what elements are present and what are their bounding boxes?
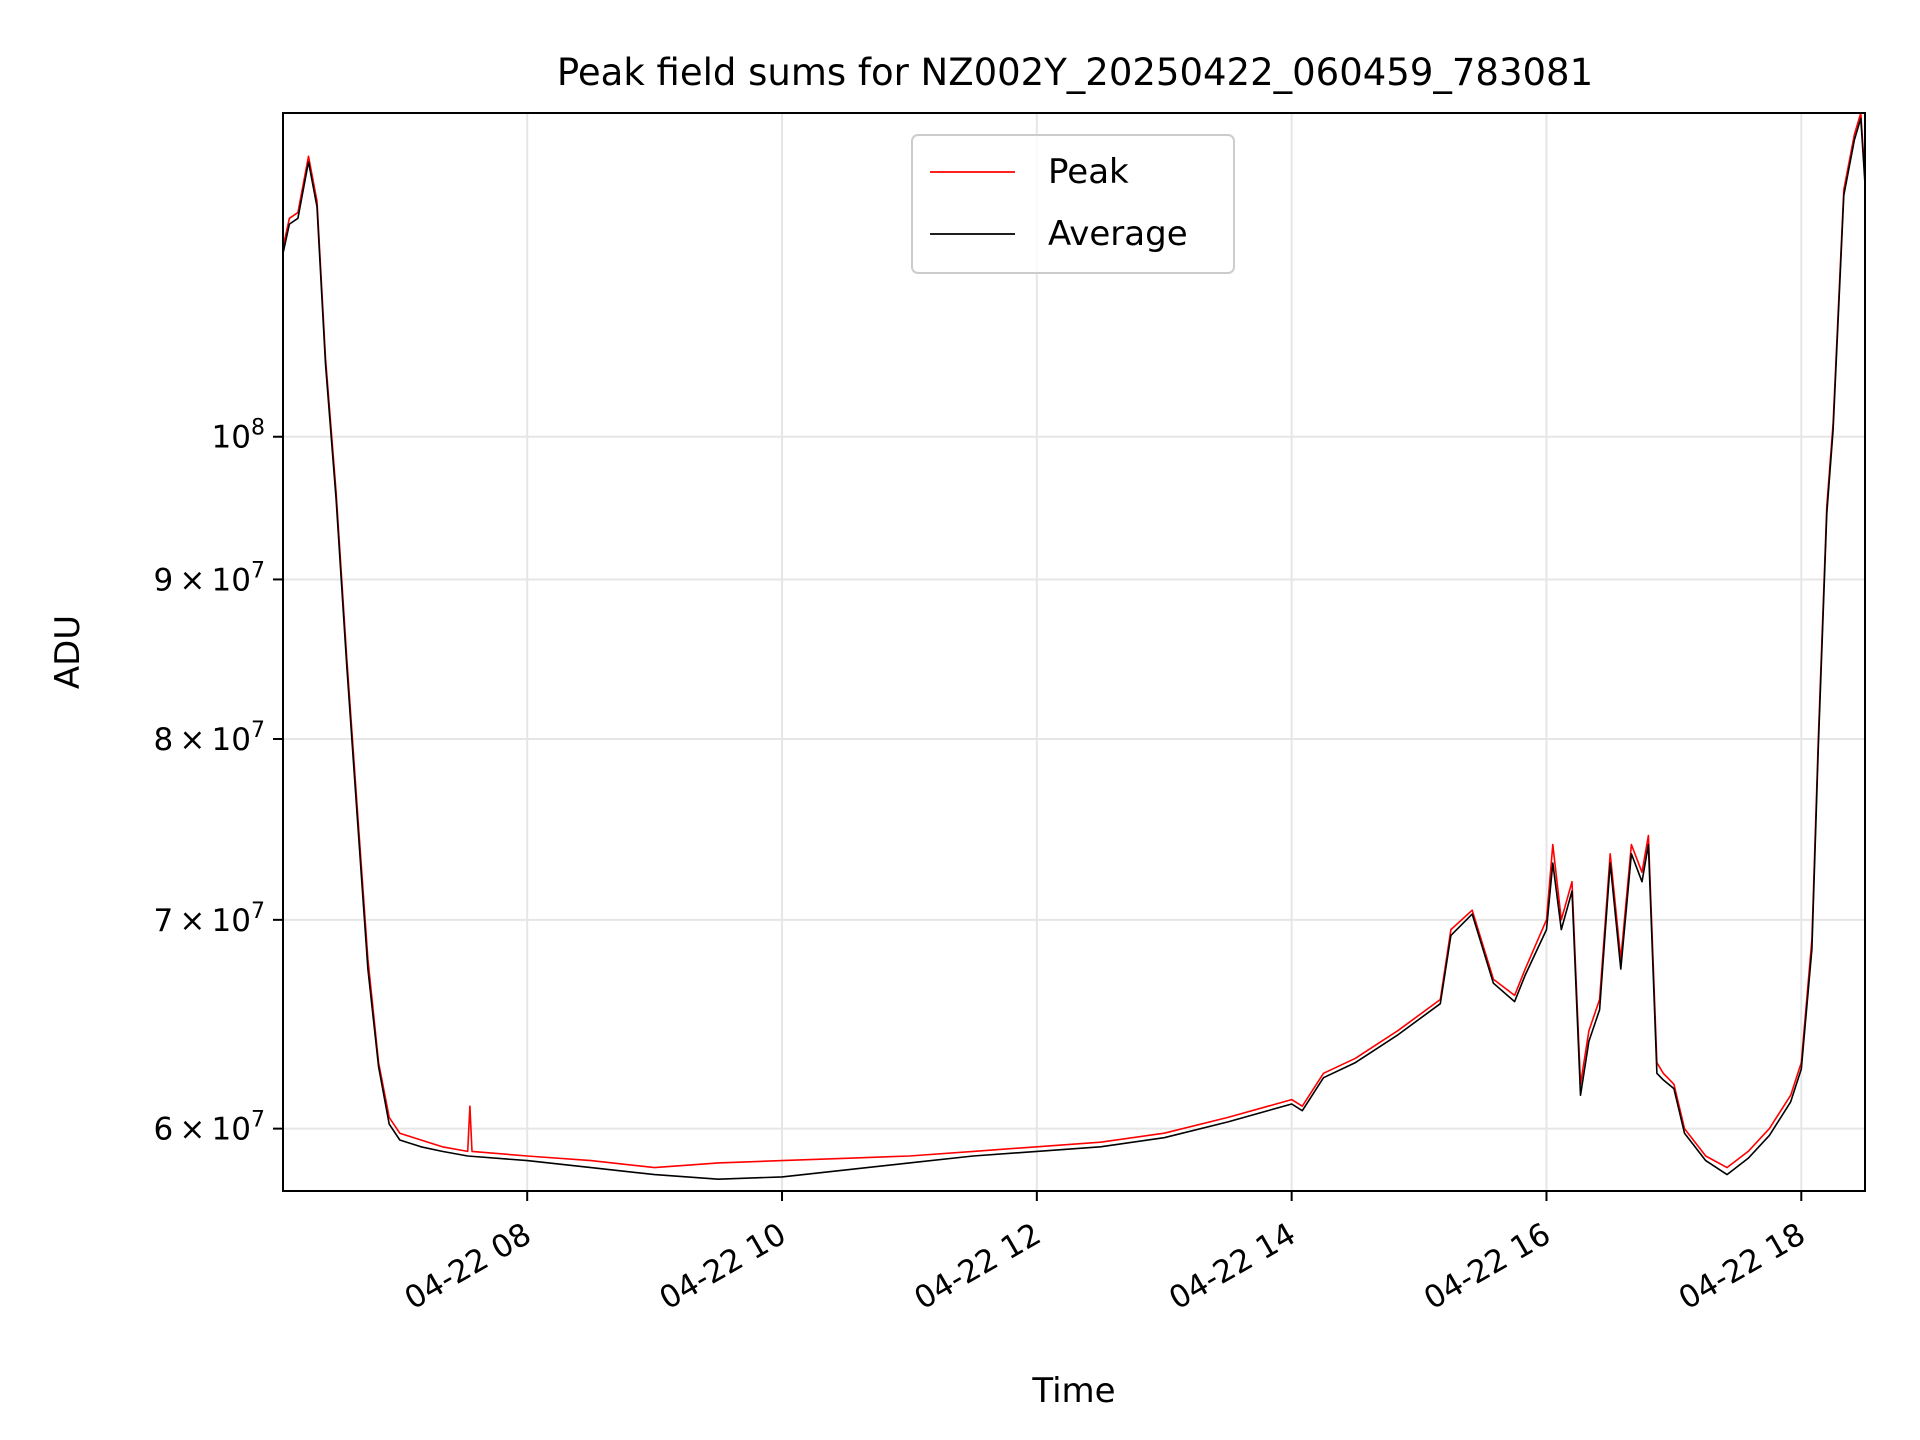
series-layer: [283, 113, 1865, 1180]
chart-title: Peak field sums for NZ002Y_20250422_0604…: [557, 51, 1593, 94]
y-tick-label: 8 × 107: [153, 718, 265, 758]
series-line-average: [283, 117, 1865, 1180]
x-axis-label: Time: [1031, 1371, 1115, 1411]
y-tick-label: 7 × 107: [153, 899, 265, 939]
legend-label-peak: Peak: [1048, 152, 1129, 192]
plot-area: 04-22 08 04-22 10 04-22 12 04-22 14 04-22 16…: [153, 112, 1866, 1317]
plot-background: [283, 113, 1865, 1191]
y-axis-ticks: 6 × 107 7 × 107 8 × 107 9 × 107 108: [153, 416, 283, 1148]
y-tick-label: 6 × 107: [153, 1108, 265, 1148]
y-axis-label: ADU: [48, 615, 88, 689]
legend-box: [911, 134, 1235, 274]
legend: Peak Average: [911, 134, 1235, 274]
y-tick-label: 108: [212, 416, 265, 456]
plot-frame: [282, 112, 1866, 1192]
legend-label-average: Average: [1048, 214, 1188, 254]
grid: [283, 113, 1865, 1191]
y-tick-label: 9 × 107: [153, 558, 265, 598]
